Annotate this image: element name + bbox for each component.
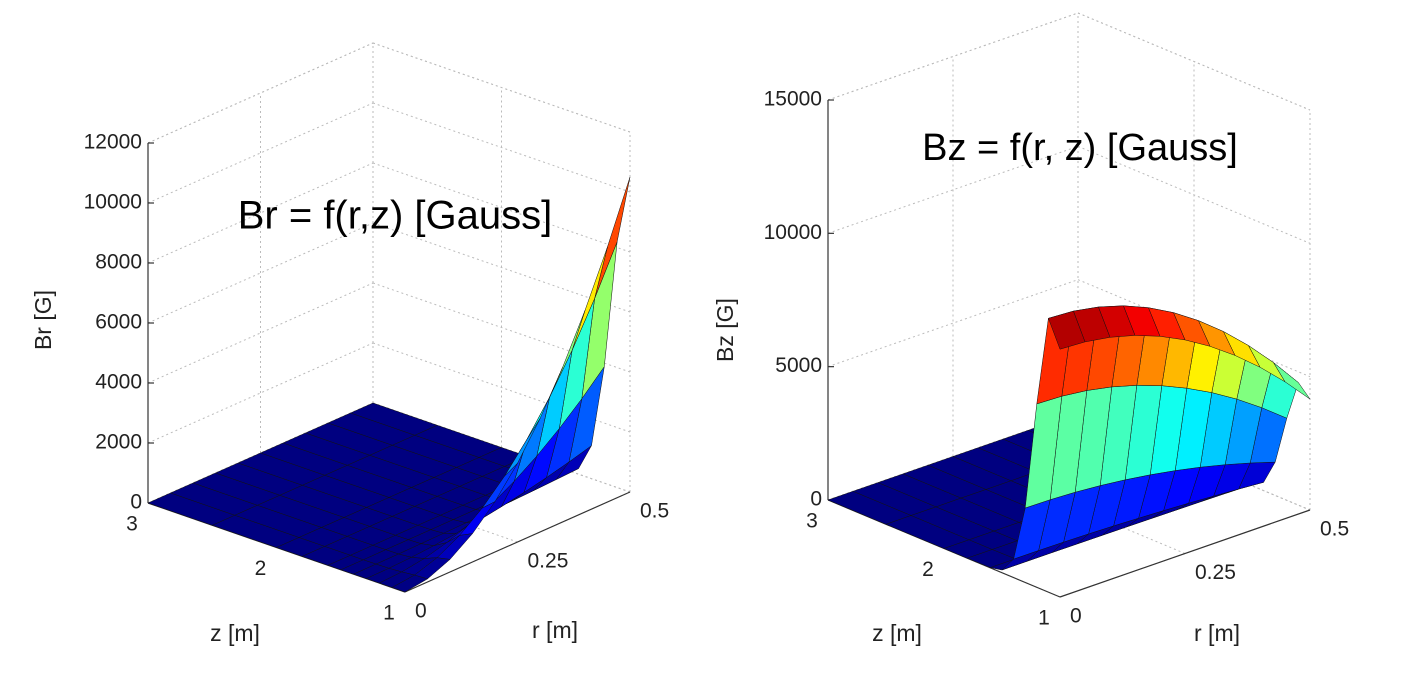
z-tick-label: 2000 bbox=[95, 431, 142, 454]
surface bbox=[827, 305, 1311, 571]
z-tick-label: 8000 bbox=[95, 251, 142, 274]
y-tick-label: 3 bbox=[126, 513, 138, 536]
surface-patch bbox=[391, 574, 429, 593]
z-tick-label: 0 bbox=[130, 491, 142, 514]
z-tick-label: 12000 bbox=[84, 131, 142, 154]
z-tick-label: 10000 bbox=[764, 221, 822, 244]
z-tick-label: 6000 bbox=[95, 311, 142, 334]
y-tick-label: 1 bbox=[1038, 607, 1050, 630]
grid-line bbox=[147, 42, 374, 144]
x-tick-label: 0 bbox=[415, 600, 427, 623]
x-tick-label: 0.25 bbox=[528, 550, 569, 573]
z-tick-label: 4000 bbox=[95, 371, 142, 394]
x-tick-label: 0 bbox=[1070, 605, 1082, 628]
z-tick-label: 5000 bbox=[775, 354, 822, 377]
x-axis-line bbox=[404, 491, 631, 593]
x-axis-label: r [m] bbox=[532, 617, 578, 643]
z-axis-label: Br [G] bbox=[30, 290, 56, 350]
surface-patch bbox=[1048, 310, 1086, 350]
y-axis-label: z [m] bbox=[210, 620, 260, 646]
chart-title: Bz = f(r, z) [Gauss] bbox=[922, 127, 1238, 169]
y-tick-label: 2 bbox=[255, 557, 267, 580]
y-tick-label: 1 bbox=[383, 602, 395, 625]
grid-line bbox=[147, 222, 374, 324]
grid-line bbox=[147, 282, 374, 384]
x-tick-label: 0.5 bbox=[640, 500, 669, 523]
y-tick-label: 2 bbox=[922, 558, 934, 581]
y-axis-label: z [m] bbox=[872, 620, 922, 646]
grid-line bbox=[147, 102, 374, 204]
grid-line bbox=[147, 342, 374, 444]
chart-title: Br = f(r,z) [Gauss] bbox=[238, 194, 553, 238]
z-tick-label: 0 bbox=[810, 488, 822, 511]
surface bbox=[147, 176, 631, 593]
z-tick-label: 15000 bbox=[764, 88, 822, 111]
x-axis-label: r [m] bbox=[1194, 620, 1240, 646]
x-tick-label: 0.5 bbox=[1320, 518, 1349, 541]
grid-line bbox=[827, 12, 1079, 101]
z-tick-label: 10000 bbox=[84, 191, 142, 214]
x-tick-label: 0.25 bbox=[1195, 561, 1236, 584]
grid-line bbox=[827, 279, 1079, 368]
grid-line bbox=[827, 145, 1079, 234]
z-axis-label: Bz [G] bbox=[712, 298, 738, 362]
grid-line bbox=[1077, 12, 1311, 111]
grid-line bbox=[372, 42, 631, 133]
grid-line bbox=[147, 162, 374, 264]
x-axis-line bbox=[1059, 509, 1311, 598]
y-tick-label: 3 bbox=[806, 510, 818, 533]
